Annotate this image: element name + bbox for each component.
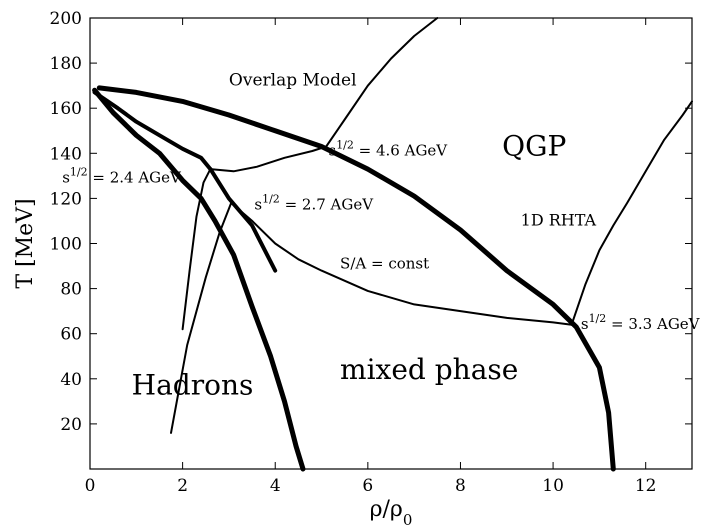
series-line-9 <box>570 100 693 326</box>
y-tick-label: 140 <box>50 144 82 164</box>
annotation-superscript: 1/2 <box>70 166 88 179</box>
annotation-text: s <box>328 142 336 160</box>
annotation-superscript: 1/2 <box>262 193 280 206</box>
annotation-3: 1D RHTA <box>521 210 597 229</box>
series-line-6 <box>181 168 212 331</box>
annotation-text: s <box>581 315 589 333</box>
annotation-text: QGP <box>502 130 566 163</box>
y-tick-label: 100 <box>50 235 82 255</box>
x-tick-label: 6 <box>362 476 373 496</box>
series-line-8 <box>230 201 573 326</box>
y-tick-label: 80 <box>60 280 82 300</box>
y-axis-label: T [MeV] <box>13 198 38 288</box>
x-tick-label: 8 <box>455 476 466 496</box>
series-line-7 <box>170 201 233 434</box>
x-tick-label: 0 <box>85 476 96 496</box>
x-axis-label: ρ/ρ0 <box>370 497 413 525</box>
x-tick-label: 12 <box>635 476 657 496</box>
y-tick-label: 160 <box>50 99 82 119</box>
annotation-rest: = 3.3 AGeV <box>606 315 700 333</box>
x-tick-label: 10 <box>542 476 564 496</box>
y-tick-label: 120 <box>50 189 82 209</box>
annotation-rest: = 2.7 AGeV <box>280 196 374 214</box>
annotation-superscript: 1/2 <box>336 139 354 152</box>
annotation-text: s <box>254 196 262 214</box>
x-tick-label: 2 <box>177 476 188 496</box>
y-tick-label: 40 <box>60 370 82 390</box>
y-tick-label: 60 <box>60 325 82 345</box>
y-tick-label: 180 <box>50 54 82 74</box>
annotation-rest: = 4.6 AGeV <box>354 142 448 160</box>
x-tick-label: 4 <box>270 476 281 496</box>
annotation-text: s <box>62 169 70 187</box>
x-axis-label-subscript: 0 <box>403 511 413 525</box>
series-line-4 <box>208 167 278 273</box>
annotation-rest: = 2.4 AGeV <box>88 169 182 187</box>
x-axis-label-main: ρ/ρ <box>370 497 403 522</box>
series-line-2 <box>96 85 616 472</box>
annotation-10: s1/2 = 3.3 AGeV <box>581 312 701 333</box>
annotation-text: 1D RHTA <box>521 210 597 229</box>
annotation-text: Hadrons <box>132 369 254 402</box>
y-tick-label: 20 <box>60 415 82 435</box>
annotation-text: Overlap Model <box>229 71 357 91</box>
y-tick-label: 200 <box>50 9 82 29</box>
annotation-2: QGP <box>502 130 566 163</box>
annotation-8: s1/2 = 2.4 AGeV <box>62 166 182 187</box>
series-line-1 <box>92 87 306 472</box>
annotation-9: s1/2 = 2.7 AGeV <box>254 193 374 214</box>
series-line-3 <box>92 90 213 172</box>
annotation-1: Overlap Model <box>229 71 357 91</box>
annotation-7: s1/2 = 4.6 AGeV <box>328 139 448 160</box>
annotation-text: S/A = const <box>340 254 429 272</box>
annotation-text: mixed phase <box>340 353 518 386</box>
series-line-5 <box>209 17 439 173</box>
annotation-6: mixed phase <box>340 353 518 386</box>
annotation-5: Hadrons <box>132 369 254 402</box>
annotation-4: S/A = const <box>340 254 429 272</box>
annotation-superscript: 1/2 <box>589 312 607 325</box>
